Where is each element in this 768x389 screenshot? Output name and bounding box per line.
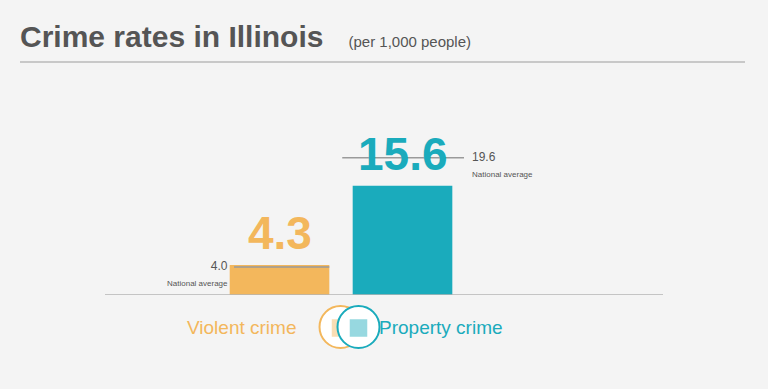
svg-text:Violent crime: Violent crime [187, 317, 296, 338]
svg-text:Property crime: Property crime [379, 317, 503, 338]
svg-text:4.0National average: 4.0National average [167, 259, 228, 288]
svg-text:Crime rates in Illinois (per: Crime rates in Illinois (per 1,000 peopl… [20, 20, 471, 53]
svg-text:15.6: 15.6 [358, 128, 448, 180]
svg-text:19.6National average: 19.6National average [472, 150, 533, 179]
svg-text:4.3: 4.3 [248, 207, 312, 259]
